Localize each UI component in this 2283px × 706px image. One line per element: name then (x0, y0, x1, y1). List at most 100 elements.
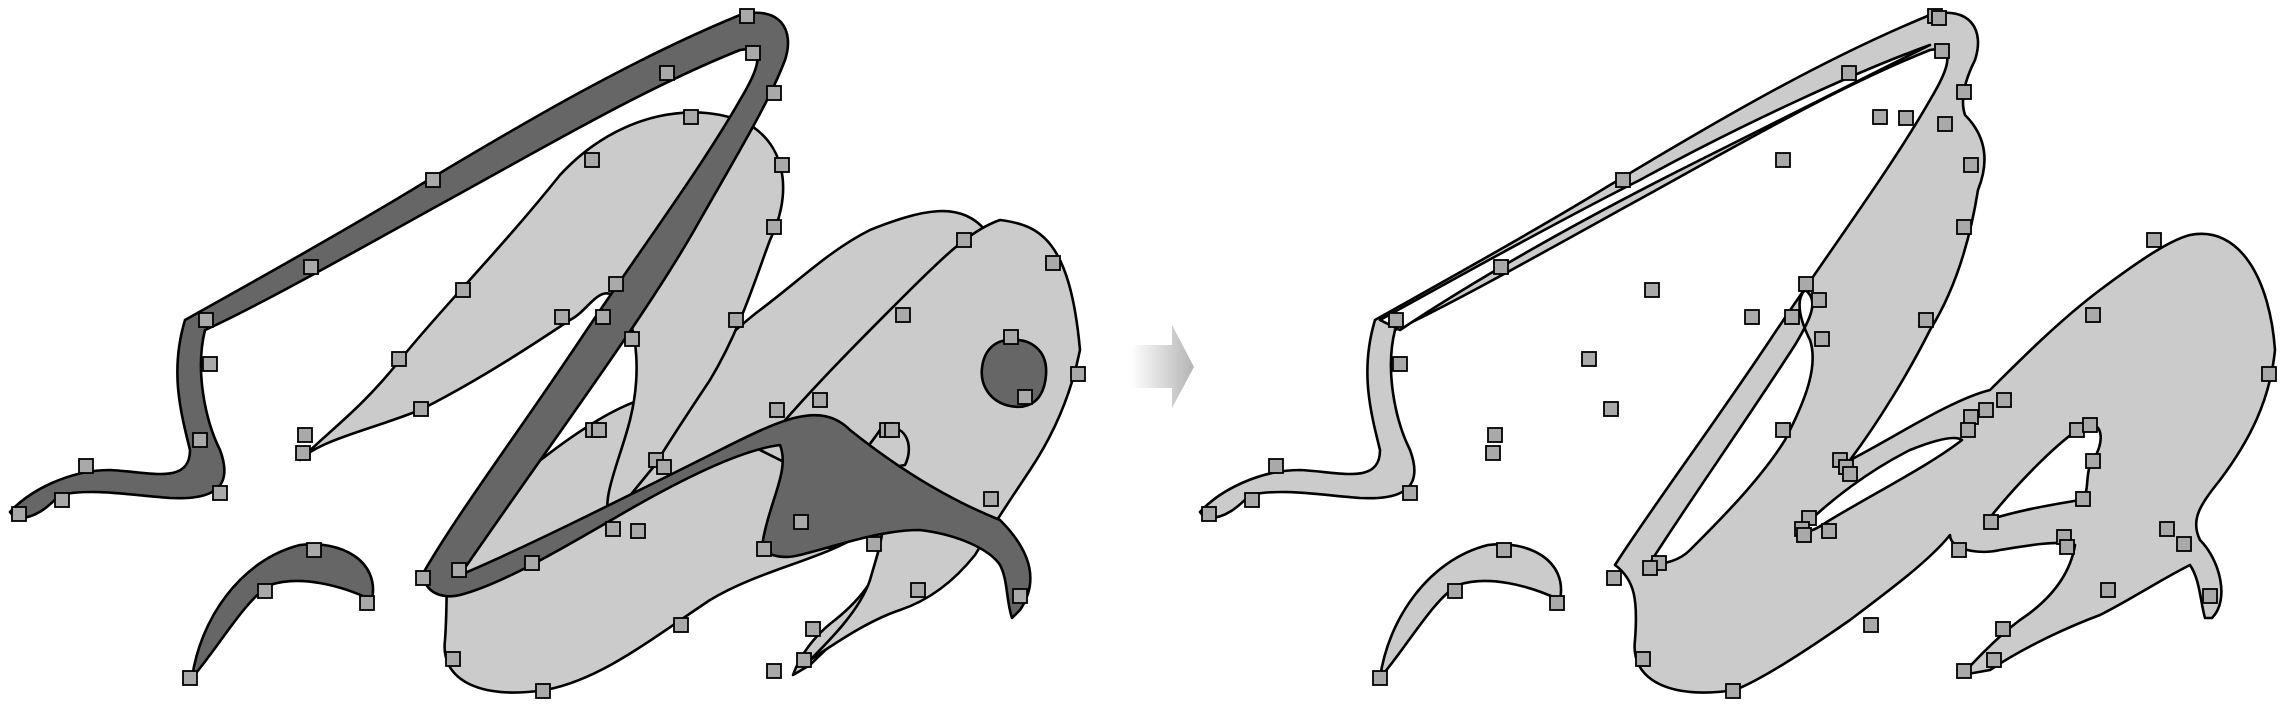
handle[interactable] (630, 523, 646, 539)
handle[interactable] (1392, 356, 1408, 372)
handle[interactable] (2069, 422, 2085, 438)
handle[interactable] (1841, 65, 1857, 81)
handle[interactable] (983, 491, 999, 507)
handle[interactable] (656, 459, 672, 475)
handle[interactable] (455, 282, 471, 298)
handle[interactable] (1615, 172, 1631, 188)
handle[interactable] (306, 542, 322, 558)
handle[interactable] (303, 259, 319, 275)
handle[interactable] (745, 45, 761, 61)
handle[interactable] (524, 555, 540, 571)
handle[interactable] (591, 422, 607, 438)
handle[interactable] (1995, 621, 2011, 637)
handle[interactable] (1798, 276, 1814, 292)
handle[interactable] (766, 663, 782, 679)
handle[interactable] (895, 307, 911, 323)
handle[interactable] (198, 312, 214, 328)
handle[interactable] (1784, 309, 1800, 325)
handle[interactable] (673, 617, 689, 633)
handle[interactable] (2159, 521, 2175, 537)
handle[interactable] (1388, 312, 1404, 328)
handle[interactable] (1402, 485, 1418, 501)
handle[interactable] (1842, 466, 1858, 482)
handle[interactable] (1549, 595, 1565, 611)
handle[interactable] (2085, 453, 2101, 469)
handle[interactable] (1003, 329, 1019, 345)
handle[interactable] (1244, 492, 1260, 508)
handle[interactable] (584, 152, 600, 168)
handle[interactable] (445, 651, 461, 667)
handle[interactable] (425, 172, 441, 188)
handle[interactable] (769, 402, 785, 418)
handle[interactable] (1496, 542, 1512, 558)
handle[interactable] (605, 521, 621, 537)
handle[interactable] (756, 541, 772, 557)
handle[interactable] (391, 351, 407, 367)
handle[interactable] (866, 536, 882, 552)
handle[interactable] (78, 458, 94, 474)
handle[interactable] (297, 427, 313, 443)
handle[interactable] (1931, 10, 1947, 26)
handle[interactable] (1863, 617, 1879, 633)
handle[interactable] (1978, 402, 1994, 418)
handle[interactable] (1811, 292, 1827, 308)
handle[interactable] (910, 582, 926, 598)
handle[interactable] (295, 445, 311, 461)
handle[interactable] (1872, 109, 1888, 125)
handle[interactable] (182, 670, 198, 686)
handle[interactable] (739, 8, 755, 24)
handle[interactable] (1956, 219, 1972, 235)
handle[interactable] (554, 309, 570, 325)
handle[interactable] (451, 562, 467, 578)
handle[interactable] (1963, 409, 1979, 425)
handle[interactable] (212, 485, 228, 501)
handle[interactable] (1937, 116, 1953, 132)
handle[interactable] (2085, 307, 2101, 323)
handle[interactable] (1775, 152, 1791, 168)
handle[interactable] (728, 312, 744, 328)
handle[interactable] (2075, 491, 2091, 507)
handle[interactable] (1983, 514, 1999, 530)
handle[interactable] (1447, 583, 1463, 599)
handle[interactable] (624, 331, 640, 347)
handle[interactable] (793, 514, 809, 530)
handle[interactable] (1603, 401, 1619, 417)
handle[interactable] (1951, 542, 1967, 558)
handle[interactable] (415, 570, 431, 586)
handle[interactable] (796, 652, 812, 668)
handle[interactable] (2146, 232, 2162, 248)
handle[interactable] (1796, 527, 1812, 543)
handle[interactable] (884, 422, 900, 438)
handle[interactable] (595, 309, 611, 325)
handle[interactable] (1956, 84, 1972, 100)
handle[interactable] (1487, 427, 1503, 443)
handle[interactable] (192, 432, 208, 448)
handle[interactable] (1201, 506, 1217, 522)
handle[interactable] (1635, 651, 1651, 667)
handle[interactable] (1814, 331, 1830, 347)
handle[interactable] (1934, 43, 1950, 59)
handle[interactable] (1960, 422, 1976, 438)
handle[interactable] (1485, 445, 1501, 461)
handle[interactable] (1775, 422, 1791, 438)
handle[interactable] (1725, 683, 1741, 699)
handle[interactable] (683, 109, 699, 125)
handle[interactable] (1642, 560, 1658, 576)
handle[interactable] (956, 232, 972, 248)
handle[interactable] (359, 595, 375, 611)
handle[interactable] (1268, 458, 1284, 474)
handle[interactable] (413, 401, 429, 417)
handle[interactable] (2100, 582, 2116, 598)
handle[interactable] (1372, 670, 1388, 686)
handle[interactable] (2202, 588, 2218, 604)
handle[interactable] (1606, 570, 1622, 586)
handle[interactable] (1493, 259, 1509, 275)
handle[interactable] (1012, 588, 1028, 604)
handle[interactable] (257, 583, 273, 599)
handle[interactable] (202, 356, 218, 372)
handle[interactable] (1644, 282, 1660, 298)
handle[interactable] (805, 621, 821, 637)
handle[interactable] (608, 276, 624, 292)
handle[interactable] (1070, 366, 1086, 382)
handle[interactable] (766, 219, 782, 235)
